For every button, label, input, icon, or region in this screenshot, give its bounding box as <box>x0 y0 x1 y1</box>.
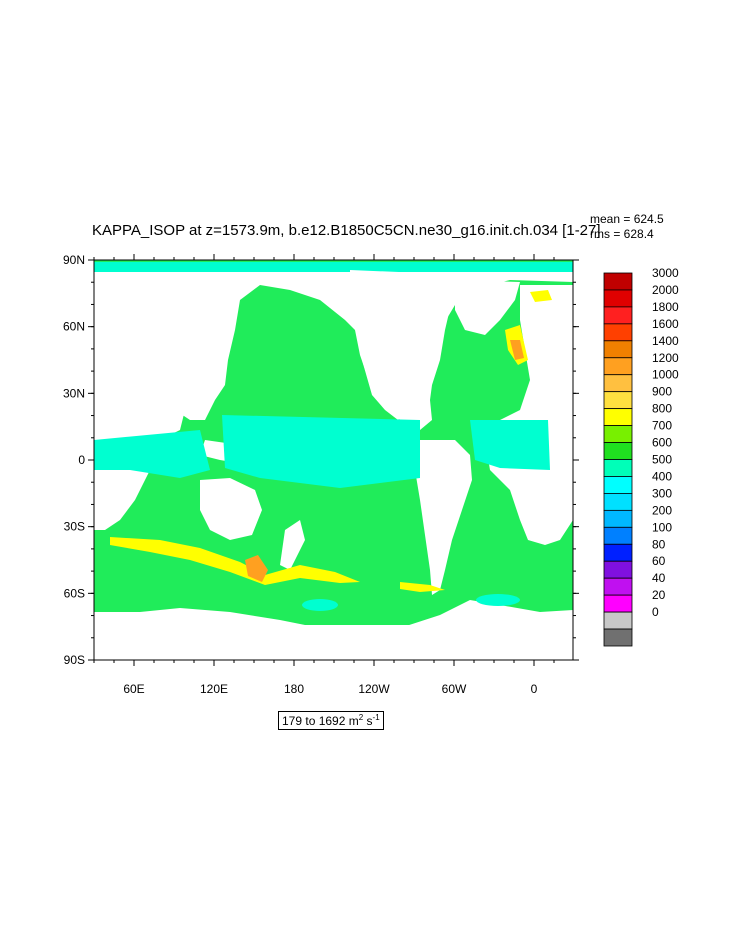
colorbar-box <box>603 442 633 460</box>
lon-label: 120W <box>358 682 390 696</box>
cyan-patch-south-atlantic <box>476 594 520 606</box>
colorbar-box <box>603 459 633 477</box>
lat-label: 90N <box>63 253 85 267</box>
land-australia <box>200 478 262 540</box>
colorbar: 3000200018001600140012001000900800700600… <box>603 266 679 647</box>
colorbar-label: 500 <box>652 453 672 467</box>
colorbar-box <box>603 543 633 562</box>
lat-label: 30S <box>64 520 85 534</box>
cyan-pacific-band <box>222 415 420 488</box>
yellow-southern-atlantic <box>400 582 445 592</box>
lat-label: 90S <box>64 653 85 667</box>
range-sup-1: 2 <box>358 713 364 722</box>
colorbar-label: 1800 <box>652 300 679 314</box>
colorbar-label: 1200 <box>652 351 679 365</box>
yellow-southern-band <box>110 537 360 585</box>
colorbar-box <box>603 374 633 393</box>
colorbar-label: 400 <box>652 469 672 483</box>
colorbar-box <box>603 577 633 596</box>
lon-label: 120E <box>200 682 228 696</box>
colorbar-label: 100 <box>652 520 672 534</box>
lon-label: 60E <box>123 682 144 696</box>
colorbar-box <box>603 560 633 579</box>
lat-label: 0 <box>78 453 85 467</box>
colorbar-label: 200 <box>652 503 672 517</box>
colorbar-box <box>603 493 633 511</box>
orange-greenland-sea <box>510 340 524 360</box>
cyan-atlantic-band <box>470 420 550 470</box>
lon-label: 0 <box>531 682 538 696</box>
lon-label: 60W <box>442 682 467 696</box>
mean-stat: mean = 624.5 <box>590 212 664 226</box>
colorbar-label: 600 <box>652 436 672 450</box>
land-eurasia <box>94 272 573 430</box>
colorbar-label: 700 <box>652 419 672 433</box>
colorbar-label: 80 <box>652 537 666 551</box>
land-north-america <box>350 270 470 420</box>
colorbar-box <box>603 357 633 376</box>
colorbar-label: 3000 <box>652 266 679 280</box>
land-greenland <box>455 280 520 335</box>
land-europe-africa-east <box>485 285 573 545</box>
land-antarctica-edge <box>94 600 573 660</box>
colorbar-label: 0 <box>652 605 659 619</box>
colorbar-label: 1400 <box>652 334 679 348</box>
colorbar-box <box>603 272 633 291</box>
cyan-indian-band <box>94 430 210 478</box>
orange-spot-tasman <box>245 555 268 582</box>
colorbar-label: 20 <box>652 588 666 602</box>
colorbar-box <box>603 594 633 613</box>
colorbar-label: 1600 <box>652 317 679 331</box>
colorbar-label: 300 <box>652 486 672 500</box>
colorbar-box <box>603 340 633 359</box>
colorbar-box <box>603 526 633 545</box>
colorbar-label: 60 <box>652 554 666 568</box>
colorbar-box <box>603 611 633 630</box>
colorbar-box <box>603 306 633 325</box>
rms-stat: rms = 628.4 <box>590 227 654 241</box>
colorbar-box <box>603 323 633 342</box>
colorbar-box <box>603 408 633 426</box>
colorbar-box <box>603 628 633 647</box>
colorbar-label: 40 <box>652 571 666 585</box>
colorbar-box <box>603 425 633 443</box>
colorbar-box <box>603 289 633 308</box>
range-mid: s <box>363 714 373 728</box>
cyan-patch-south <box>302 599 338 611</box>
colorbar-label: 1000 <box>652 368 679 382</box>
colorbar-label: 900 <box>652 385 672 399</box>
range-sup-2: -1 <box>372 713 380 722</box>
map-field <box>94 260 573 660</box>
land-nz <box>280 520 305 570</box>
range-label: 179 to 1692 m2 s-1 <box>278 711 384 730</box>
lon-axis: 60E 120E 180 120W 60W 0 <box>93 254 555 696</box>
lat-axis: 90N 60N 30N 0 30S 60S 90S <box>63 253 579 667</box>
colorbar-box <box>603 391 633 410</box>
figure-title: KAPPA_ISOP at z=1573.9m, b.e12.B1850C5CN… <box>92 222 601 239</box>
colorbar-box <box>603 509 633 528</box>
lat-label: 60N <box>63 320 85 334</box>
lat-label: 60S <box>64 586 85 600</box>
colorbar-box <box>603 476 633 494</box>
colorbar-label: 800 <box>652 402 672 416</box>
lon-label: 180 <box>284 682 304 696</box>
range-text: 179 to 1692 m <box>282 714 359 728</box>
yellow-arctic-spot <box>530 290 552 302</box>
land-south-america <box>415 440 472 595</box>
colorbar-label: 2000 <box>652 283 679 297</box>
lat-label: 30N <box>63 386 85 400</box>
